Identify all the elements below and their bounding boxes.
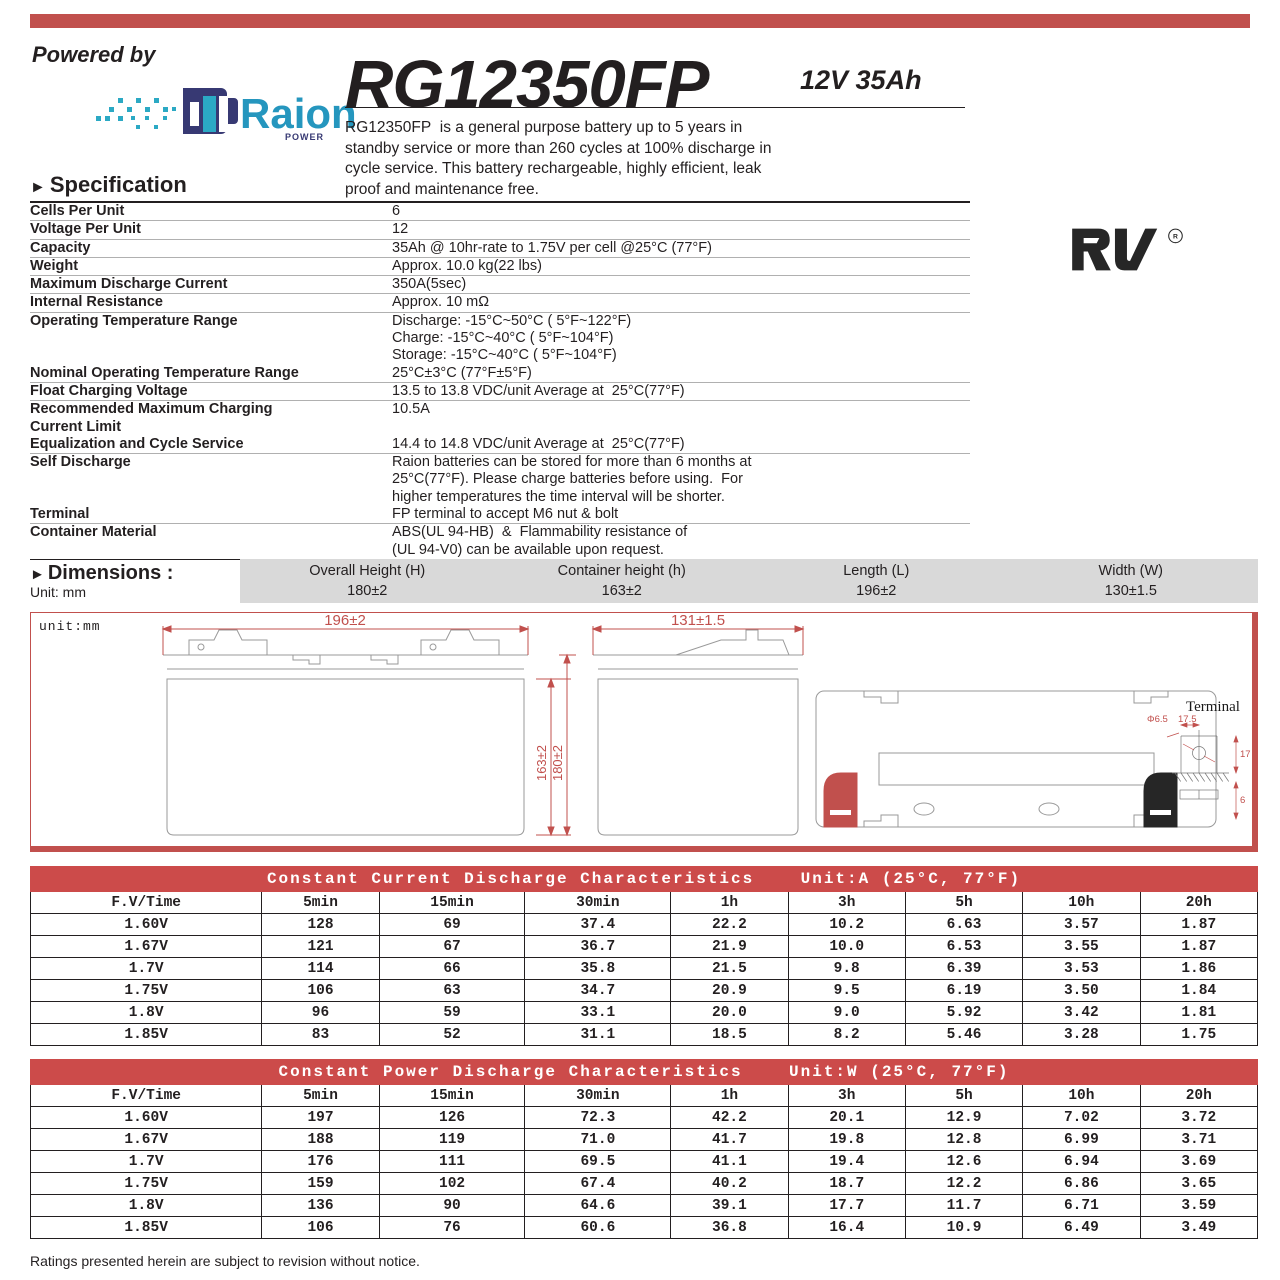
svg-text:180±2: 180±2 xyxy=(550,745,565,781)
svg-text:R: R xyxy=(1173,234,1178,241)
svg-text:Terminal: Terminal xyxy=(1186,699,1240,715)
svg-text:6: 6 xyxy=(1240,795,1245,806)
svg-text:Φ6.5: Φ6.5 xyxy=(1147,714,1168,725)
svg-text:17.5: 17.5 xyxy=(1178,714,1197,725)
svg-text:POWER: POWER xyxy=(285,132,324,142)
svg-text:17: 17 xyxy=(1240,749,1251,760)
svg-text:131±1.5: 131±1.5 xyxy=(671,613,725,629)
svg-text:Raion: Raion xyxy=(240,90,357,137)
svg-text:163±2: 163±2 xyxy=(534,745,549,781)
svg-text:196±2: 196±2 xyxy=(324,613,366,629)
